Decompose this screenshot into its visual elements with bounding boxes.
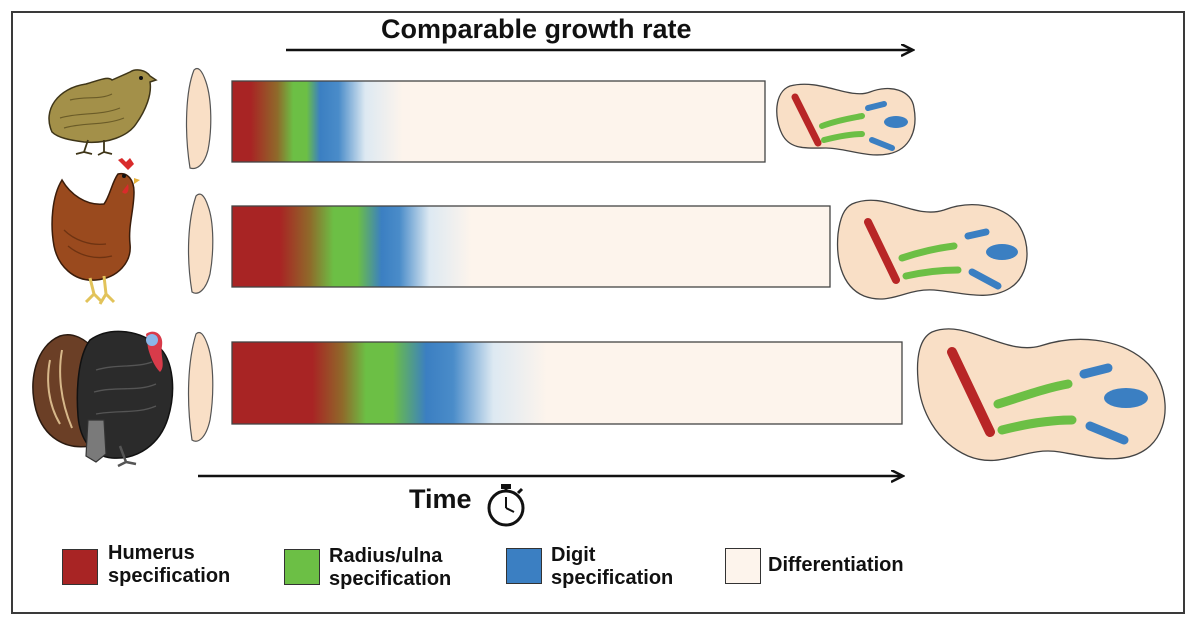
stopwatch-icon [487,484,525,527]
limb-bud-quail [185,67,212,170]
timeline-bar-chicken [231,205,831,288]
wing-skeleton-chicken [836,199,1028,300]
growth-rate-title: Comparable growth rate [381,14,692,44]
limb-bud-chicken [187,193,214,294]
legend-swatch-differentiation [725,548,761,584]
quail-illustration [48,69,158,156]
legend-label-humerus: Humerus specification [108,542,231,587]
wing-skeleton-turkey [916,328,1166,462]
timeline-bar-quail [231,80,766,163]
chicken-illustration [51,158,140,305]
legend-swatch-radius-ulna [284,549,320,585]
legend-label-radius-ulna: Radius/ulna specification [329,545,452,590]
legend-label-digit: Digit specification [551,544,674,589]
timeline-bar-turkey [231,341,903,425]
time-label: Time [409,484,472,514]
turkey-illustration [32,330,174,468]
wing-skeleton-quail [776,83,916,156]
legend-swatch-humerus [62,549,98,585]
legend-swatch-digit [506,548,542,584]
legend-label-differentiation: Differentiation [768,554,904,576]
limb-bud-turkey [187,331,214,442]
